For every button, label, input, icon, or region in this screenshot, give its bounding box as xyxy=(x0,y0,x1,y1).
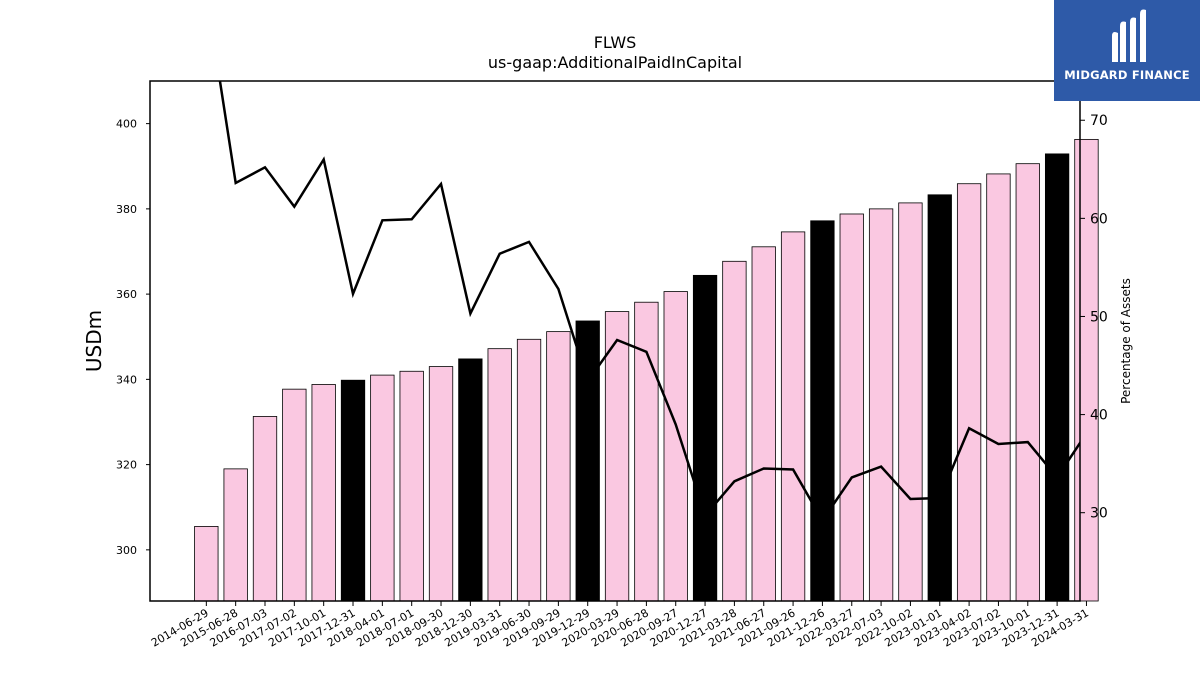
chart-subtitle: us-gaap:AdditionalPaidInCapital xyxy=(488,53,742,72)
bar xyxy=(722,260,747,602)
bar xyxy=(546,331,571,602)
y-axis-label: USDm xyxy=(82,310,106,372)
bar xyxy=(428,366,454,602)
bar xyxy=(194,526,219,602)
bar xyxy=(898,202,923,602)
bar xyxy=(868,208,894,602)
bar xyxy=(516,338,542,602)
bar xyxy=(487,348,512,602)
bar xyxy=(340,379,366,602)
y2-tick-label: 60 xyxy=(1090,211,1108,227)
y-tick-label: 360 xyxy=(116,288,137,301)
bar xyxy=(458,358,483,602)
y-tick-label: 320 xyxy=(116,459,137,472)
y-tick-label: 340 xyxy=(116,373,137,386)
y2-axis-label: Percentage of Assets xyxy=(1119,278,1133,404)
bar xyxy=(1044,153,1070,602)
bar xyxy=(1015,163,1040,602)
y2-tick-label: 70 xyxy=(1090,113,1108,129)
percentage-line xyxy=(218,81,1080,523)
y2-tick-label: 30 xyxy=(1090,506,1108,522)
bar xyxy=(692,274,718,602)
bar xyxy=(751,246,776,602)
y-tick-label: 380 xyxy=(116,203,137,216)
bar xyxy=(604,311,630,602)
bar xyxy=(927,194,952,602)
bar xyxy=(780,231,806,602)
bar xyxy=(1074,138,1099,602)
logo-mark-icon xyxy=(1112,9,1146,62)
chart-title: FLWS xyxy=(594,33,637,52)
bar xyxy=(399,370,424,602)
y2-tick-label: 50 xyxy=(1090,309,1108,325)
y2-tick-label: 40 xyxy=(1090,408,1108,424)
bar xyxy=(575,320,600,602)
plot-frame xyxy=(149,80,1081,602)
bar xyxy=(956,183,982,602)
brand-logo: MIDGARD FINANCE xyxy=(1054,0,1200,101)
y-tick-label: 400 xyxy=(116,118,137,131)
bar xyxy=(223,468,248,602)
bar xyxy=(252,416,278,602)
bar xyxy=(311,384,336,602)
logo-text: MIDGARD FINANCE xyxy=(1064,68,1190,82)
bar xyxy=(986,173,1011,602)
bar xyxy=(839,213,864,602)
bar xyxy=(634,301,659,602)
bar xyxy=(370,374,395,602)
bar xyxy=(282,388,307,602)
bar xyxy=(810,220,835,602)
y-tick-label: 300 xyxy=(116,544,137,557)
